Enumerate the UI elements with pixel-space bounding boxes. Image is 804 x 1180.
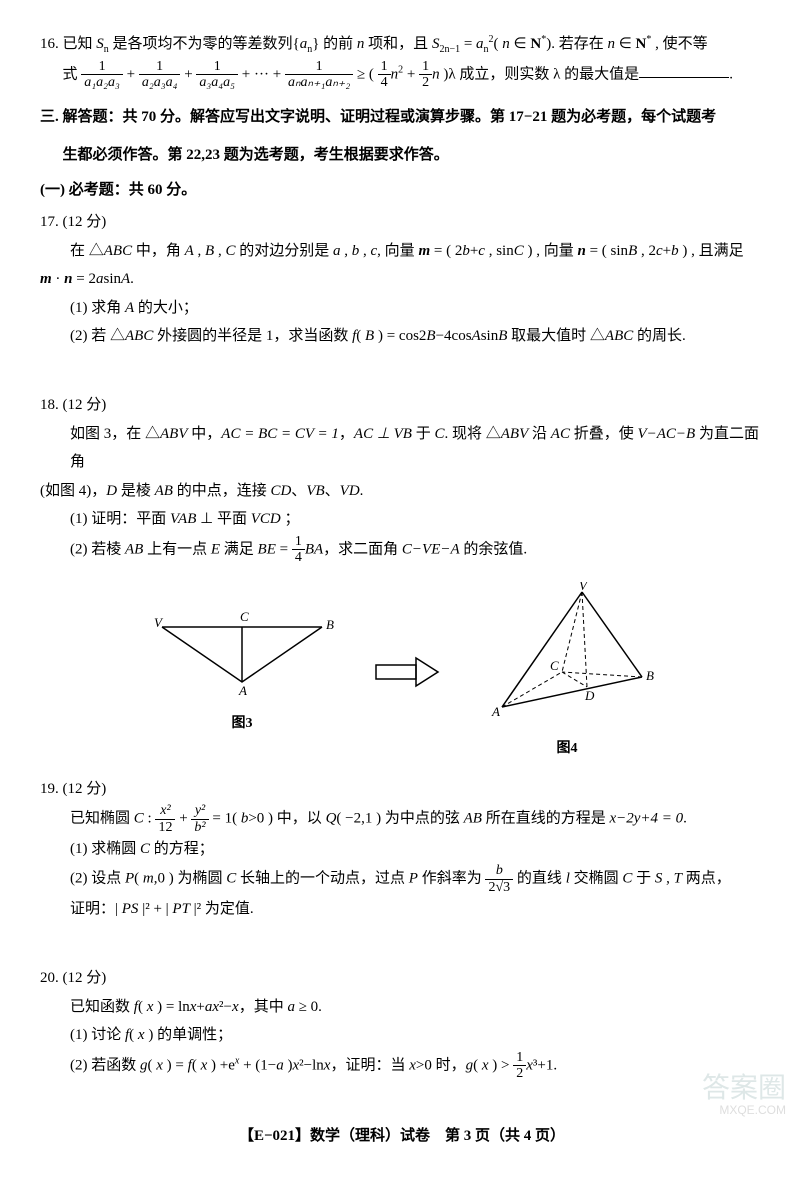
svg-text:B: B: [326, 617, 334, 632]
answer-blank: [639, 62, 729, 78]
svg-text:V: V: [579, 582, 589, 593]
arrow-icon: [372, 652, 442, 692]
subsection-1: (一) 必考题：共 60 分。: [40, 176, 764, 205]
question-18: 18. (12 分) 如图 3，在 △ABV 中，AC = BC = CV = …: [40, 391, 764, 762]
svg-text:C: C: [240, 609, 249, 624]
svg-text:D: D: [584, 688, 595, 703]
svg-text:C: C: [550, 658, 559, 673]
svg-text:A: A: [238, 683, 247, 697]
figure-3: V C B A 图3: [142, 607, 342, 738]
svg-text:B: B: [646, 668, 654, 683]
question-16: 16. 已知 Sn 是各项均不为零的等差数列{an} 的前 n 项和，且 S2n…: [40, 30, 764, 91]
figure-4: V C B A D 图4: [472, 582, 662, 763]
page-footer: 【E−021】数学（理科）试卷 第 3 页（共 4 页）: [40, 1122, 764, 1151]
svg-text:A: A: [491, 704, 500, 719]
question-17: 17. (12 分) 在 △ABC 中，角 A , B , C 的对边分别是 a…: [40, 208, 764, 351]
question-20: 20. (12 分) 已知函数 f( x ) = lnx+ax²−x，其中 a …: [40, 964, 764, 1081]
section-3-heading-2: 生都必须作答。第 22,23 题为选考题，考生根据要求作答。: [40, 141, 764, 170]
question-19: 19. (12 分) 已知椭圆 C : x²12 + y²b² = 1( b>0…: [40, 775, 764, 924]
q16-line2: 式 1a₁a₂a₃ + 1a₂a₃a₄ + 1a₃a₄a₅ + ··· + 1a…: [40, 59, 764, 91]
frac: 1a₁a₂a₃: [81, 59, 123, 91]
figures-row: V C B A 图3: [40, 582, 764, 763]
figure-3-svg: V C B A: [142, 607, 342, 697]
section-3-heading: 三. 解答题：共 70 分。解答应写出文字说明、证明过程或演算步骤。第 17−2…: [40, 103, 764, 132]
figure-4-svg: V C B A D: [472, 582, 662, 722]
q16-num: 16.: [40, 36, 59, 52]
